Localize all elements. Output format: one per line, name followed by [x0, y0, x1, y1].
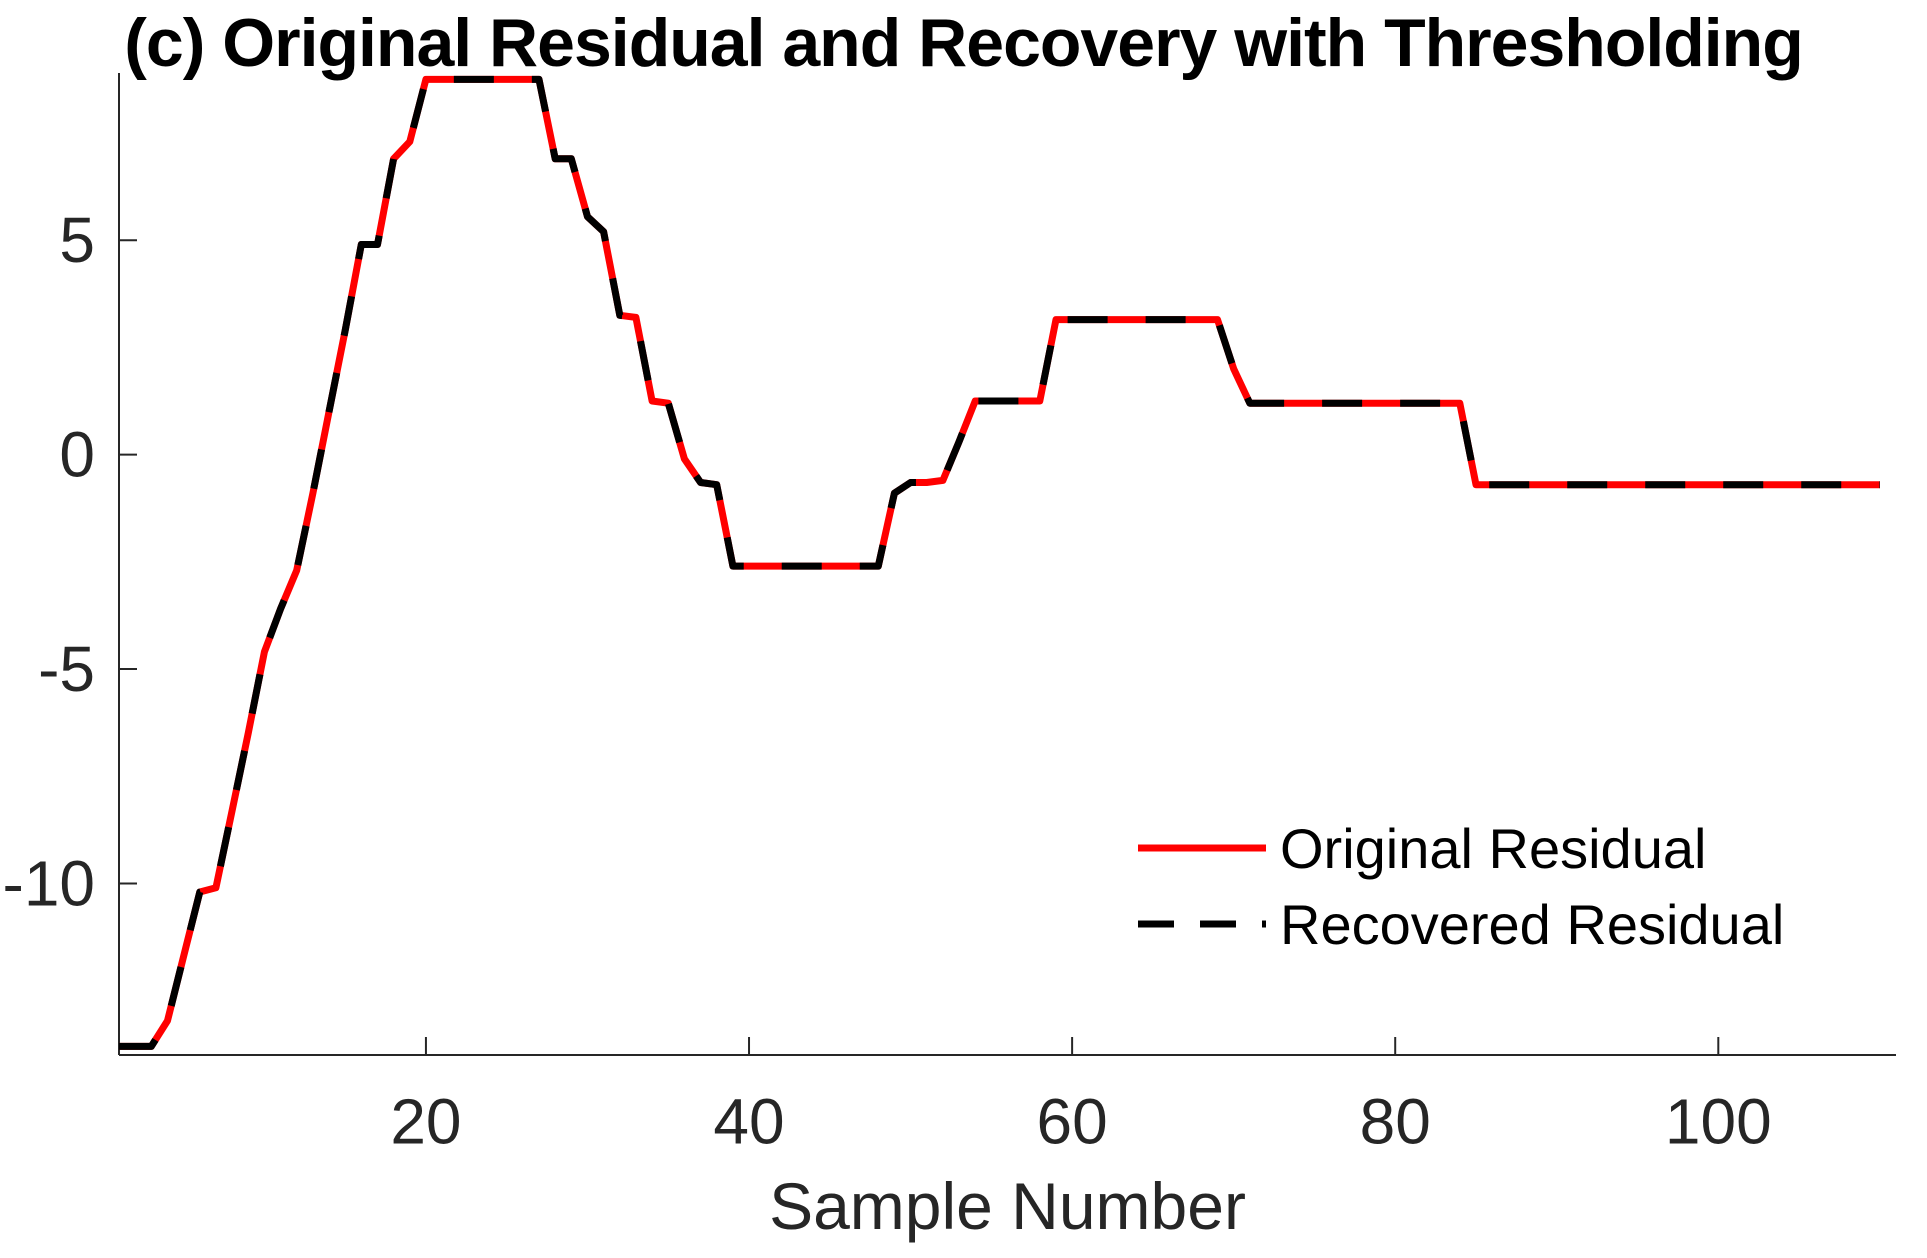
y-tick-label: 5: [59, 204, 95, 276]
legend-label-recovered-residual: Recovered Residual: [1280, 892, 1785, 956]
legend-item-original-residual: Original Residual: [1136, 810, 1784, 886]
x-axis-label: Sample Number: [769, 1169, 1246, 1243]
x-tick-label: 40: [713, 1085, 784, 1157]
legend: Original Residual Recovered Residual: [1136, 810, 1784, 962]
x-tick-label: 80: [1360, 1085, 1431, 1157]
y-tick-label: 0: [59, 419, 95, 491]
recovered-residual-line: [119, 75, 1880, 1050]
legend-label-original-residual: Original Residual: [1280, 816, 1707, 880]
y-tick-label: -5: [38, 633, 95, 705]
legend-swatch-solid: [1138, 844, 1266, 852]
chart-title: (c) Original Residual and Recovery with …: [124, 5, 1804, 81]
x-tick-label: 100: [1665, 1085, 1772, 1157]
y-tick-label: -10: [3, 847, 96, 919]
legend-item-recovered-residual: Recovered Residual: [1136, 886, 1784, 962]
x-tick-label: 60: [1037, 1085, 1108, 1157]
legend-swatch-dashed: [1138, 920, 1266, 928]
x-tick-label: 20: [390, 1085, 461, 1157]
